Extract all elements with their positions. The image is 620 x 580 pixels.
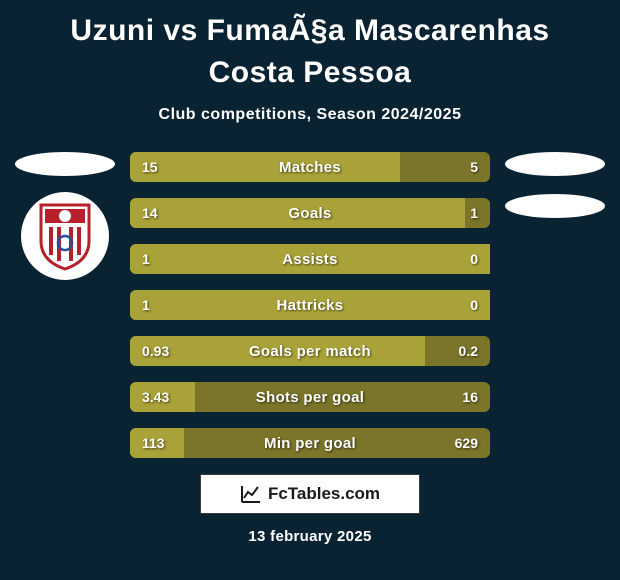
bar-label: Goals bbox=[130, 198, 490, 228]
bar-value-right: 5 bbox=[470, 152, 478, 182]
bar-value-left: 1 bbox=[142, 244, 150, 274]
bar-label: Goals per match bbox=[130, 336, 490, 366]
bar-value-right: 0 bbox=[470, 290, 478, 320]
bar-value-right: 1 bbox=[470, 198, 478, 228]
player-right-placeholder bbox=[505, 152, 605, 176]
bar-label: Assists bbox=[130, 244, 490, 274]
stat-row: Goals14 1 bbox=[130, 198, 490, 228]
stat-row: Hattricks1 0 bbox=[130, 290, 490, 320]
page-subtitle: Club competitions, Season 2024/2025 bbox=[0, 106, 620, 124]
page-title: Uzuni vs FumaÃ§a Mascarenhas Costa Pesso… bbox=[0, 0, 620, 94]
bar-label: Min per goal bbox=[130, 428, 490, 458]
shield-icon bbox=[37, 201, 93, 271]
stat-row: Shots per goal3.43 16 bbox=[130, 382, 490, 412]
bar-value-right: 16 bbox=[462, 382, 478, 412]
player-left-placeholder bbox=[15, 152, 115, 176]
bar-value-right: 0 bbox=[470, 244, 478, 274]
bar-label: Shots per goal bbox=[130, 382, 490, 412]
bar-value-left: 3.43 bbox=[142, 382, 169, 412]
footer-date: 13 february 2025 bbox=[0, 528, 620, 545]
left-column bbox=[10, 152, 120, 280]
bar-label: Hattricks bbox=[130, 290, 490, 320]
club-logo-left bbox=[21, 192, 109, 280]
club-right-placeholder bbox=[505, 194, 605, 218]
comparison-content: Matches155Goals141Assists10Hattricks10Go… bbox=[0, 152, 620, 458]
stat-row: Matches15 5 bbox=[130, 152, 490, 182]
bar-value-left: 15 bbox=[142, 152, 158, 182]
stat-bars: Matches155Goals141Assists10Hattricks10Go… bbox=[130, 152, 490, 458]
bar-value-left: 14 bbox=[142, 198, 158, 228]
brand-badge: FcTables.com bbox=[200, 474, 420, 514]
stat-row: Min per goal113 629 bbox=[130, 428, 490, 458]
bar-label: Matches bbox=[130, 152, 490, 182]
stat-row: Assists1 0 bbox=[130, 244, 490, 274]
bar-value-left: 0.93 bbox=[142, 336, 169, 366]
brand-text: FcTables.com bbox=[268, 484, 380, 504]
bar-value-right: 0.2 bbox=[459, 336, 478, 366]
bar-value-right: 629 bbox=[455, 428, 478, 458]
chart-icon bbox=[240, 484, 262, 504]
right-column bbox=[500, 152, 610, 232]
bar-value-left: 1 bbox=[142, 290, 150, 320]
stat-row: Goals per match0.93 0.2 bbox=[130, 336, 490, 366]
bar-value-left: 113 bbox=[142, 428, 165, 458]
